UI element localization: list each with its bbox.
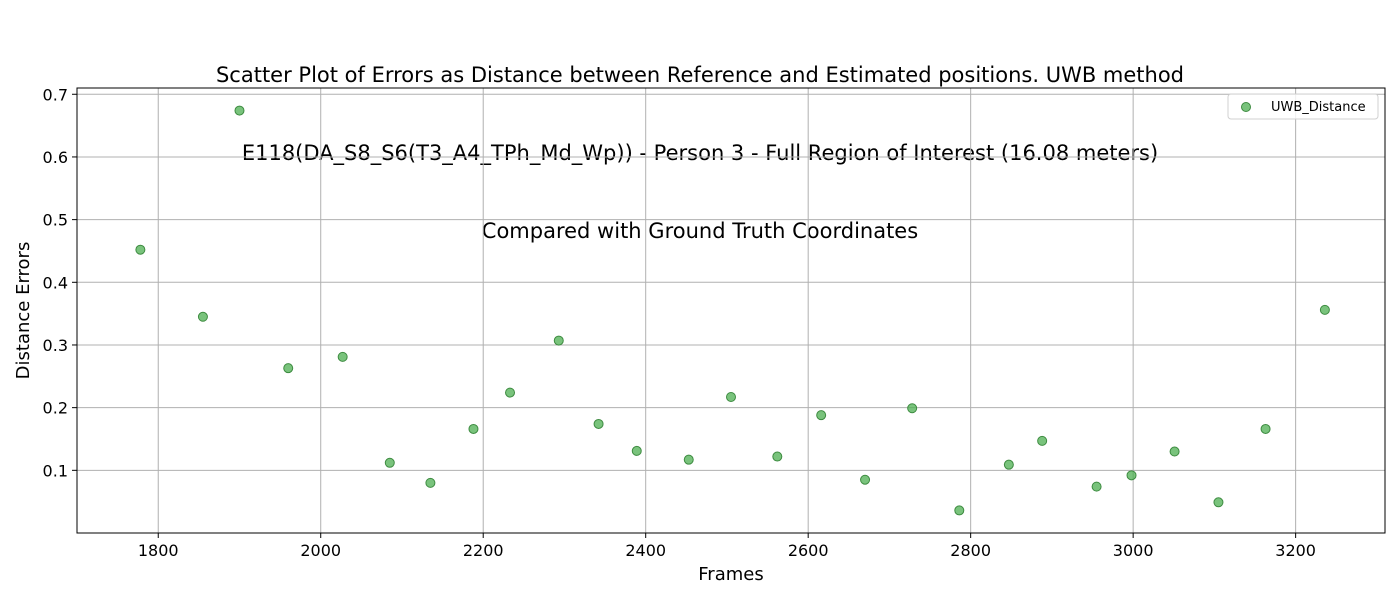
data-point <box>1004 460 1013 469</box>
data-point <box>198 312 207 321</box>
data-point <box>554 336 563 345</box>
data-points <box>136 106 1330 515</box>
data-point <box>1092 482 1101 491</box>
data-point <box>1038 436 1047 445</box>
data-point <box>385 458 394 467</box>
legend-label: UWB_Distance <box>1271 100 1366 115</box>
y-tick-label: 0.5 <box>43 211 68 230</box>
data-point <box>1170 447 1179 456</box>
x-tick-label: 2600 <box>788 541 829 560</box>
data-point <box>727 392 736 401</box>
data-point <box>338 352 347 361</box>
x-axis-label: Frames <box>698 564 763 585</box>
x-tick-label: 3200 <box>1275 541 1316 560</box>
data-point <box>861 475 870 484</box>
data-point <box>235 106 244 115</box>
data-point <box>136 245 145 254</box>
legend-marker <box>1242 103 1251 112</box>
data-point <box>426 478 435 487</box>
data-point <box>1261 424 1270 433</box>
x-tick-label: 1800 <box>138 541 179 560</box>
data-point <box>594 419 603 428</box>
y-tick-label: 0.6 <box>43 148 68 167</box>
data-point <box>1320 305 1329 314</box>
grid <box>77 88 1385 533</box>
data-point <box>506 388 515 397</box>
y-tick-label: 0.2 <box>43 399 68 418</box>
x-tick-label: 3000 <box>1113 541 1154 560</box>
data-point <box>1214 498 1223 507</box>
data-point <box>684 455 693 464</box>
y-tick-label: 0.1 <box>43 461 68 480</box>
data-point <box>955 506 964 515</box>
data-point <box>469 424 478 433</box>
y-tick-label: 0.4 <box>43 273 68 292</box>
data-point <box>908 404 917 413</box>
y-tick-label: 0.7 <box>43 85 68 104</box>
plot-frame <box>77 88 1385 533</box>
data-point <box>817 411 826 420</box>
y-axis-ticks: 0.1 0.2 0.3 0.4 0.5 0.6 0.7 <box>43 85 77 480</box>
data-point <box>284 364 293 373</box>
y-axis-label: Distance Errors <box>13 242 34 380</box>
x-axis-ticks: 1800 2000 2200 2400 2600 2800 3000 3200 <box>138 533 1316 560</box>
data-point <box>773 452 782 461</box>
data-point <box>1127 471 1136 480</box>
y-tick-label: 0.3 <box>43 336 68 355</box>
data-point <box>632 446 641 455</box>
x-tick-label: 2000 <box>300 541 341 560</box>
x-tick-label: 2800 <box>950 541 991 560</box>
legend: UWB_Distance <box>1228 94 1378 119</box>
x-tick-label: 2200 <box>463 541 504 560</box>
x-tick-label: 2400 <box>625 541 666 560</box>
